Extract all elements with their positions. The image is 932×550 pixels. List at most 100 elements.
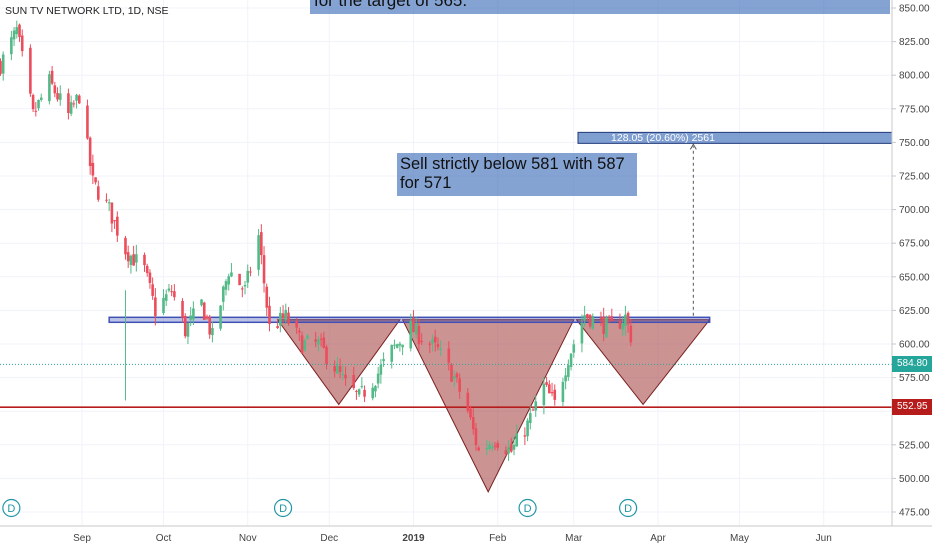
candle-body bbox=[548, 384, 551, 394]
candle-body bbox=[564, 375, 567, 382]
candle-body bbox=[300, 335, 304, 354]
y-tick-label: 825.00 bbox=[899, 37, 930, 48]
candle-body bbox=[18, 24, 21, 38]
candle-body bbox=[105, 199, 108, 201]
x-tick-label: May bbox=[730, 533, 749, 544]
candle-body bbox=[145, 265, 149, 273]
pattern-triangles bbox=[276, 319, 711, 493]
candle-body bbox=[474, 428, 478, 445]
candle-body bbox=[143, 254, 146, 266]
dividend-marker bbox=[2, 498, 21, 518]
right-shoulder-triangle bbox=[575, 319, 711, 406]
candle-body bbox=[208, 317, 211, 335]
x-tick-label: 2019 bbox=[402, 533, 425, 544]
candle-body bbox=[29, 47, 32, 94]
y-tick-label: 775.00 bbox=[899, 104, 930, 115]
sell-annotation-line-1: Sell strictly below 581 with 587 bbox=[400, 155, 625, 173]
candle-body bbox=[110, 202, 114, 224]
candle-body bbox=[129, 255, 133, 265]
candle-body bbox=[490, 446, 494, 449]
candle-body bbox=[420, 340, 423, 343]
candle-body bbox=[471, 417, 475, 430]
y-tick-label: 475.00 bbox=[899, 508, 930, 519]
candle-body bbox=[86, 105, 89, 139]
chart-title: SUN TV NETWORK LTD, 1D, NSE bbox=[5, 5, 169, 17]
candle-body bbox=[56, 93, 59, 100]
y-tick-label: 750.00 bbox=[899, 138, 930, 149]
candle-body bbox=[602, 316, 605, 334]
candle-body bbox=[374, 385, 377, 392]
candle-body bbox=[164, 294, 168, 301]
candle-body bbox=[477, 447, 480, 451]
candle-body bbox=[325, 346, 328, 364]
candle-body bbox=[355, 390, 358, 392]
sell-annotation[interactable]: Sell strictly below 581 with 587 for 571 bbox=[397, 153, 637, 196]
target-annotation[interactable]: for the target of 565. bbox=[310, 0, 890, 14]
candle-body bbox=[162, 297, 165, 314]
candle-body bbox=[450, 364, 453, 382]
candle-body bbox=[591, 316, 595, 329]
candle-body bbox=[618, 320, 622, 329]
candle-body bbox=[572, 344, 576, 353]
candle-body bbox=[526, 420, 529, 437]
candle-body bbox=[124, 237, 127, 255]
candle-body bbox=[504, 450, 508, 455]
candle-body bbox=[455, 373, 459, 378]
candles[interactable] bbox=[0, 20, 633, 461]
candle-body bbox=[107, 202, 111, 204]
candle-body bbox=[452, 376, 456, 380]
candle-body bbox=[0, 61, 2, 74]
candle-body bbox=[202, 302, 206, 320]
dividend-marker-label: D bbox=[279, 503, 287, 515]
dividend-marker bbox=[273, 498, 293, 518]
candle-body bbox=[610, 316, 614, 322]
price-axis[interactable]: 475.00500.00525.00550.00575.00600.00625.… bbox=[891, 0, 932, 526]
dividend-marker-label: D bbox=[7, 503, 15, 515]
candle-body bbox=[53, 85, 57, 94]
candle-body bbox=[249, 271, 252, 273]
candle-body bbox=[363, 389, 366, 397]
candle-body bbox=[15, 27, 19, 35]
candle-body bbox=[37, 100, 40, 109]
candle-body bbox=[466, 392, 470, 411]
candle-body bbox=[507, 447, 510, 454]
candle-body bbox=[542, 383, 546, 406]
candle-body bbox=[401, 344, 404, 348]
candle-body bbox=[246, 270, 250, 283]
y-tick-label: 600.00 bbox=[899, 340, 930, 351]
candle-body bbox=[265, 286, 269, 308]
measure-tool[interactable]: 128.05 (20.60%) 2561 bbox=[577, 131, 893, 316]
candle-body bbox=[398, 343, 402, 346]
candle-body bbox=[181, 300, 184, 318]
candle-body bbox=[287, 312, 290, 324]
candle-body bbox=[39, 97, 43, 100]
measure-arrow-head bbox=[689, 143, 697, 150]
candle-body bbox=[395, 344, 399, 348]
candle-body bbox=[393, 344, 396, 346]
dividend-marker-label: D bbox=[624, 503, 632, 515]
candle-body bbox=[170, 291, 173, 293]
candle-body bbox=[221, 286, 225, 302]
left-shoulder-triangle bbox=[276, 319, 401, 406]
candle-body bbox=[88, 137, 92, 167]
candle-body bbox=[227, 276, 231, 285]
candle-body bbox=[167, 288, 171, 291]
candle-body bbox=[10, 37, 13, 55]
time-axis[interactable]: Sep Oct Nov Dec 2019 Feb Mar Apr May Jun bbox=[0, 525, 932, 544]
candle-body bbox=[243, 285, 247, 287]
candle-body bbox=[496, 443, 500, 448]
candle-body bbox=[352, 374, 355, 389]
candle-body bbox=[333, 366, 336, 372]
candle-body bbox=[433, 336, 437, 343]
candle-body bbox=[509, 444, 513, 452]
candle-body bbox=[72, 103, 76, 105]
candle-body bbox=[488, 444, 491, 450]
candle-body bbox=[515, 433, 519, 447]
candle-body bbox=[1, 54, 5, 74]
candle-body bbox=[50, 70, 54, 84]
candle-body bbox=[192, 308, 195, 320]
candle-body bbox=[281, 313, 285, 319]
candle-body bbox=[276, 326, 279, 329]
